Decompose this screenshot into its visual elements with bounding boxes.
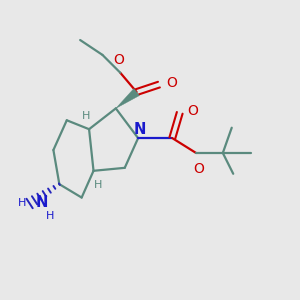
Text: O: O (166, 76, 177, 90)
Polygon shape (116, 88, 140, 108)
Text: H: H (94, 180, 102, 190)
Text: N: N (36, 195, 48, 210)
Text: H: H (46, 211, 54, 221)
Text: O: O (194, 162, 205, 176)
Text: H: H (82, 111, 90, 121)
Text: H: H (18, 198, 27, 208)
Text: N: N (134, 122, 146, 136)
Text: O: O (113, 53, 124, 67)
Text: O: O (187, 104, 198, 118)
